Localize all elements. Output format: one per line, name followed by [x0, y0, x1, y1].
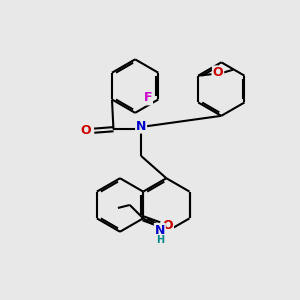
Text: O: O: [80, 124, 91, 137]
Text: N: N: [154, 224, 165, 237]
Text: H: H: [156, 235, 164, 245]
Text: F: F: [144, 92, 152, 104]
Text: O: O: [213, 66, 224, 79]
Text: N: N: [136, 120, 146, 133]
Text: O: O: [163, 219, 173, 232]
